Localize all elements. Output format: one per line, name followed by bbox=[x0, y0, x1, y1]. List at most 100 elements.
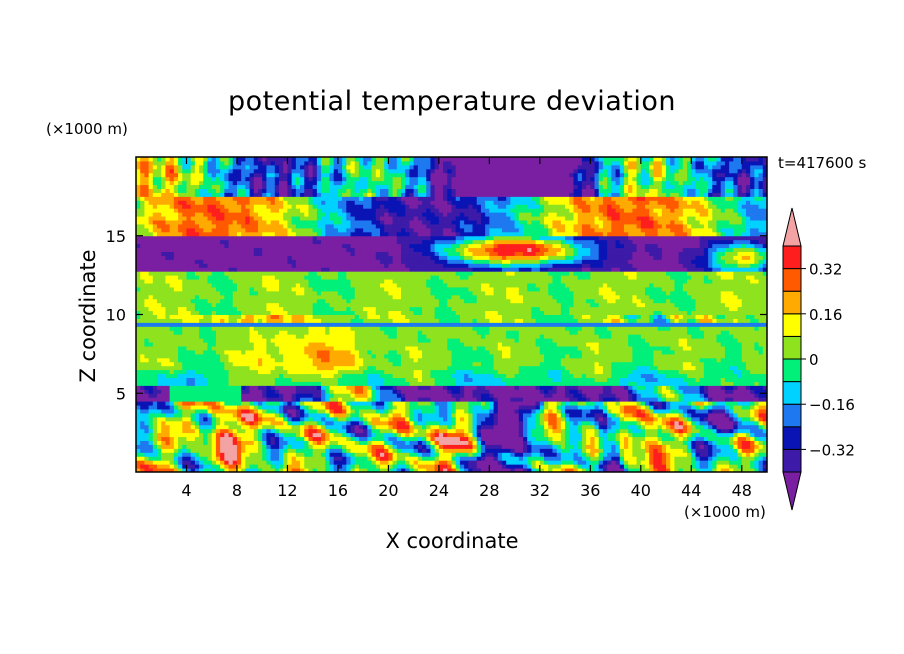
heatmap-cell bbox=[312, 212, 318, 217]
heatmap-cell bbox=[304, 200, 309, 205]
heatmap-cell bbox=[152, 286, 158, 292]
heatmap-cell bbox=[270, 208, 276, 213]
heatmap-cell bbox=[186, 251, 192, 256]
heatmap-cell bbox=[232, 405, 238, 410]
heatmap-cell bbox=[169, 369, 175, 375]
heatmap-cell bbox=[270, 424, 276, 430]
heatmap-cell bbox=[329, 349, 335, 355]
heatmap-cell bbox=[337, 330, 343, 335]
heatmap-cell bbox=[249, 212, 255, 217]
heatmap-cell bbox=[337, 168, 343, 174]
heatmap-cell bbox=[300, 220, 305, 225]
heatmap-cell bbox=[316, 243, 322, 249]
heatmap-cell bbox=[354, 338, 360, 343]
heatmap-cell bbox=[140, 168, 145, 174]
heatmap-cell bbox=[333, 448, 339, 453]
heatmap-cell bbox=[152, 271, 158, 276]
heatmap-cell bbox=[207, 460, 213, 465]
heatmap-cell bbox=[262, 259, 267, 264]
heatmap-cell bbox=[270, 464, 276, 469]
heatmap-cell bbox=[304, 377, 309, 382]
heatmap-cell bbox=[342, 393, 347, 398]
heatmap-cell bbox=[325, 164, 331, 170]
heatmap-cell bbox=[228, 176, 234, 182]
heatmap-cell bbox=[287, 279, 293, 284]
heatmap-cell bbox=[300, 342, 305, 347]
heatmap-cell bbox=[190, 184, 196, 189]
heatmap-cell bbox=[211, 168, 217, 174]
heatmap-cell bbox=[194, 338, 200, 343]
heatmap-cell bbox=[211, 251, 217, 256]
heatmap-cell bbox=[157, 200, 162, 205]
heatmap-cell bbox=[186, 196, 192, 201]
heatmap-cell bbox=[316, 251, 322, 256]
heatmap-cell bbox=[304, 220, 309, 225]
heatmap-cell bbox=[194, 160, 200, 166]
heatmap-cell bbox=[228, 306, 234, 312]
heatmap-cell bbox=[220, 294, 225, 300]
heatmap-cell bbox=[182, 428, 187, 434]
heatmap-cell bbox=[304, 286, 309, 292]
heatmap-cell bbox=[203, 338, 209, 343]
heatmap-cell bbox=[203, 231, 209, 237]
heatmap-cell bbox=[161, 239, 166, 245]
heatmap-cell bbox=[186, 444, 192, 449]
heatmap-cell bbox=[173, 223, 179, 229]
heatmap-cell bbox=[136, 393, 141, 398]
heatmap-cell bbox=[396, 456, 402, 461]
heatmap-cell bbox=[279, 267, 284, 272]
heatmap-cell bbox=[283, 420, 288, 426]
heatmap-cell bbox=[321, 448, 326, 453]
heatmap-cell bbox=[266, 223, 272, 229]
heatmap-cell bbox=[140, 176, 145, 182]
heatmap-cell bbox=[354, 318, 360, 323]
heatmap-cell bbox=[228, 164, 234, 170]
heatmap-cell bbox=[392, 180, 398, 186]
heatmap-cell bbox=[232, 409, 238, 414]
heatmap-cell bbox=[249, 247, 255, 252]
heatmap-cell bbox=[358, 409, 364, 414]
heatmap-cell bbox=[157, 259, 162, 264]
heatmap-cell bbox=[140, 444, 145, 449]
heatmap-cell bbox=[253, 188, 259, 193]
heatmap-cell bbox=[316, 444, 322, 449]
heatmap-cell bbox=[190, 349, 196, 355]
heatmap-cell bbox=[245, 397, 251, 402]
heatmap-cell bbox=[283, 188, 288, 193]
heatmap-cell bbox=[245, 409, 251, 414]
heatmap-cell bbox=[287, 196, 293, 201]
heatmap-cell bbox=[157, 452, 162, 457]
heatmap-cell bbox=[388, 196, 394, 201]
heatmap-cell bbox=[367, 322, 373, 327]
heatmap-cell bbox=[274, 223, 280, 229]
heatmap-cell bbox=[220, 200, 225, 205]
heatmap-cell bbox=[148, 279, 154, 284]
heatmap-cell bbox=[283, 227, 288, 233]
heatmap-cell bbox=[207, 428, 213, 434]
heatmap-cell bbox=[211, 440, 217, 445]
heatmap-cell bbox=[236, 424, 242, 430]
heatmap-cell bbox=[228, 279, 234, 284]
heatmap-cell bbox=[371, 389, 377, 394]
heatmap-cell bbox=[363, 373, 368, 378]
heatmap-cell bbox=[270, 251, 276, 256]
heatmap-cell bbox=[266, 401, 272, 406]
heatmap-cell bbox=[262, 397, 267, 402]
heatmap-cell bbox=[194, 365, 200, 371]
heatmap-cell bbox=[350, 318, 356, 323]
heatmap-cell bbox=[228, 298, 234, 304]
heatmap-cell bbox=[354, 188, 360, 193]
heatmap-cell bbox=[333, 334, 339, 339]
heatmap-cell bbox=[190, 405, 196, 410]
heatmap-cell bbox=[316, 160, 322, 166]
heatmap-cell bbox=[262, 188, 267, 193]
heatmap-cell bbox=[211, 306, 217, 312]
heatmap-cell bbox=[321, 298, 326, 304]
heatmap-cell bbox=[257, 369, 263, 375]
heatmap-cell bbox=[354, 460, 360, 465]
heatmap-cell bbox=[367, 424, 373, 430]
heatmap-cell bbox=[321, 401, 326, 406]
heatmap-cell bbox=[329, 212, 335, 217]
heatmap-cell bbox=[287, 448, 293, 453]
heatmap-cell bbox=[270, 176, 276, 182]
